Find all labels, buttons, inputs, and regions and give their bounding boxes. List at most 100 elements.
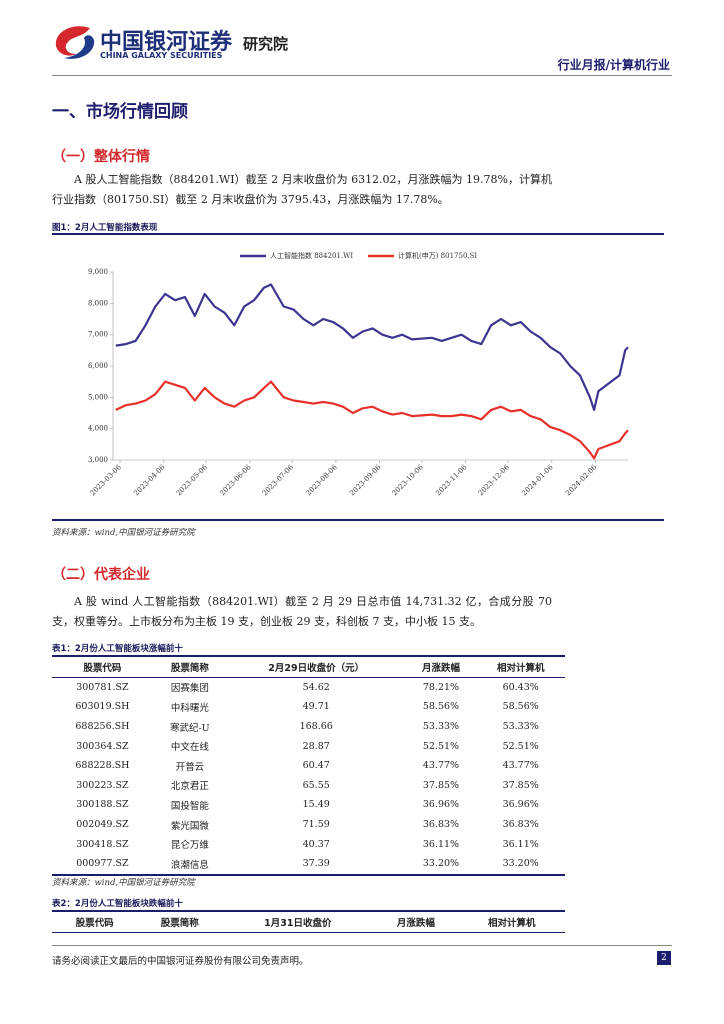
table-cell: 北京君正 (170, 781, 209, 793)
section-title: 一、市场行情回顾 (52, 102, 188, 122)
table-cell: 58.56% (502, 701, 539, 713)
table-header: 相对计算机 (487, 917, 536, 929)
table-cell: 浪潮信息 (170, 859, 209, 871)
table-cell: 688256.SH (75, 721, 130, 733)
x-tick-label: 2023-11-06 (434, 463, 469, 498)
source: 资料来源：wind,中国银河证券研究院 (52, 528, 195, 538)
institute: 研究院 (243, 35, 289, 53)
table-cell: 300188.SZ (76, 799, 129, 811)
x-tick-label: 2023-08-06 (305, 463, 340, 498)
y-tick-label: 7,000 (88, 331, 108, 339)
y-tick-label: 8,000 (88, 299, 108, 307)
table-cell: 000977.SZ (76, 858, 129, 870)
table-cell: 53.33% (422, 721, 460, 733)
table-cell: 52.51% (422, 740, 460, 752)
table-cell: 开普云 (175, 761, 205, 773)
table-cell: 78.21% (422, 681, 460, 693)
y-tick-label: 4,000 (88, 425, 108, 433)
table: 股票代码 股票简称 1月31日收盘价 月涨跌幅 相对计算机 (52, 910, 565, 933)
table-cell: 36.11% (422, 838, 460, 850)
table-cell: 15.49 (302, 799, 330, 811)
x-tick-label: 2023-06-06 (218, 463, 253, 498)
series-line (115, 380, 629, 460)
table-cell: 寒武纪-U (169, 722, 210, 734)
table-cell: 中科曙光 (170, 702, 209, 714)
table-header: 股票简称 (160, 917, 199, 929)
y-tick-label: 5,000 (88, 393, 108, 401)
header-rule (52, 75, 672, 76)
x-tick-label: 2023-12-06 (477, 463, 512, 498)
chart: 3,000 4,000 5,000 6,000 7,000 8,000 9,000 2023-… (88, 251, 629, 498)
table-cell: 43.77% (502, 760, 539, 772)
y-tick-label: 6,000 (88, 362, 108, 370)
table-header: 股票简称 (170, 662, 209, 674)
table-cell: 37.39 (302, 858, 330, 870)
y-tick-label: 9,000 (88, 268, 108, 276)
table-header: 1月31日收盘价 (264, 917, 332, 929)
table-cell: 71.59 (302, 819, 330, 831)
table-header: 2月29日收盘价（元） (268, 662, 365, 674)
table-cell: 60.47 (302, 760, 330, 772)
x-tick-label: 2023-07-06 (261, 463, 296, 498)
caption-rule (52, 233, 664, 235)
table-cell: 36.96% (422, 799, 460, 811)
table-caption: 表2：2月份人工智能板块跌幅前十 (52, 899, 183, 909)
table-cell: 36.83% (422, 819, 460, 831)
table-cell: 65.55 (302, 779, 330, 791)
table: 股票代码 股票简称 2月29日收盘价（元） 月涨跌幅 相对计算机 300781.SZ 因赛集… (52, 655, 565, 876)
table-cell: 43.77% (422, 760, 460, 772)
table-cell: 300781.SZ (76, 681, 129, 693)
x-tick-label: 2023-05-06 (175, 463, 210, 498)
table-cell: 36.11% (502, 838, 539, 850)
source: 资料来源：wind,中国银河证券研究院 (52, 878, 195, 888)
table-cell: 因赛集团 (170, 683, 209, 695)
table-cell: 300418.SZ (76, 838, 129, 850)
brand: 中国银河证券 (100, 30, 233, 55)
series-line (115, 283, 629, 411)
table-cell: 紫光国微 (170, 820, 209, 832)
y-tick-label: 3,000 (88, 456, 108, 464)
report-type: 行业月报/计算机行业 (557, 58, 670, 72)
table-header: 股票代码 (75, 917, 114, 929)
table-cell: 300364.SZ (76, 740, 129, 752)
table-cell: 37.85% (502, 779, 539, 791)
table-cell: 168.66 (299, 721, 333, 733)
table-cell: 昆仑万维 (170, 840, 209, 852)
table-cell: 中文在线 (170, 742, 209, 754)
table-cell: 688228.SH (75, 760, 130, 772)
table-cell: 54.62 (302, 681, 330, 693)
table-cell: 53.33% (502, 721, 539, 733)
table-cell: 52.51% (502, 740, 539, 752)
table-header: 股票代码 (83, 662, 122, 674)
subsection-title: （一）整体行情 (52, 149, 150, 165)
x-tick-label: 2024-02-06 (564, 463, 599, 498)
table-cell: 36.83% (502, 819, 539, 831)
table-cell: 58.56% (422, 701, 460, 713)
table-caption: 表1：2月份人工智能板块涨幅前十 (52, 644, 183, 654)
logo (55, 26, 95, 59)
disclaimer: 请务必阅读正文最后的中国银河证券股份有限公司免责声明。 (52, 956, 309, 967)
x-tick-label: 2023-09-06 (348, 463, 383, 498)
legend-label: 人工智能指数 884201.WI (270, 251, 353, 260)
page-number: 2 (657, 951, 671, 965)
table-cell: 002049.SZ (76, 819, 129, 831)
figure-rule (52, 519, 664, 521)
table-header: 相对计算机 (496, 662, 545, 674)
x-tick-label: 2024-01-06 (520, 463, 555, 498)
table-header: 月涨跌幅 (396, 917, 435, 929)
table-cell: 33.20% (502, 858, 539, 870)
table-cell: 40.37 (302, 838, 330, 850)
table-cell: 36.96% (502, 799, 539, 811)
table-cell: 60.43% (502, 681, 539, 693)
figure-caption: 图1：2月人工智能指数表现 (52, 223, 158, 233)
x-tick-label: 2023-03-06 (89, 463, 124, 498)
footer-rule (52, 945, 672, 946)
x-tick-label: 2023-04-06 (132, 463, 167, 498)
table-cell: 603019.SH (75, 701, 130, 713)
table-header: 月涨跌幅 (421, 662, 460, 674)
table-cell: 28.87 (302, 740, 330, 752)
table-cell: 37.85% (422, 779, 460, 791)
brand-en: CHINA GALAXY SECURITIES (100, 51, 223, 60)
table-cell: 33.20% (422, 858, 460, 870)
